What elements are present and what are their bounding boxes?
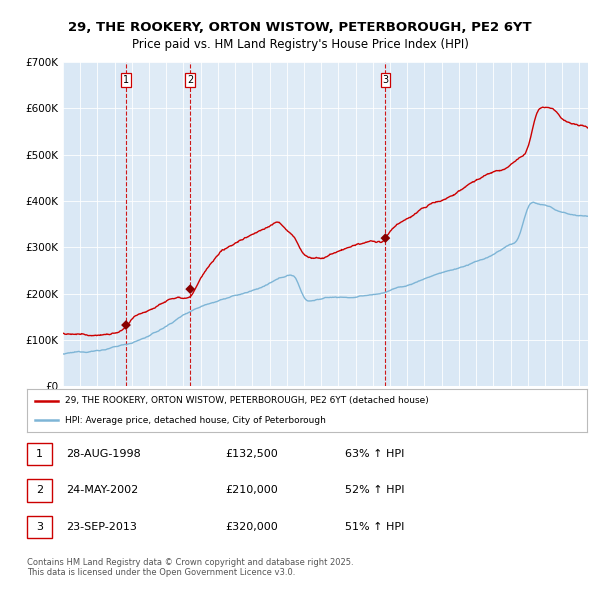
Text: £132,500: £132,500 bbox=[225, 449, 278, 458]
Text: 1: 1 bbox=[123, 75, 129, 85]
Text: 3: 3 bbox=[36, 522, 43, 532]
Text: 51% ↑ HPI: 51% ↑ HPI bbox=[345, 522, 404, 532]
Text: 3: 3 bbox=[382, 75, 388, 85]
Point bbox=[380, 234, 390, 243]
Bar bbox=[126, 62, 190, 386]
Text: 52% ↑ HPI: 52% ↑ HPI bbox=[345, 486, 404, 495]
Text: Contains HM Land Registry data © Crown copyright and database right 2025.
This d: Contains HM Land Registry data © Crown c… bbox=[27, 558, 353, 577]
Bar bbox=[190, 62, 385, 386]
Text: £320,000: £320,000 bbox=[225, 522, 278, 532]
Text: 24-MAY-2002: 24-MAY-2002 bbox=[66, 486, 138, 495]
Text: 28-AUG-1998: 28-AUG-1998 bbox=[66, 449, 141, 458]
Text: 1: 1 bbox=[36, 449, 43, 458]
Text: Price paid vs. HM Land Registry's House Price Index (HPI): Price paid vs. HM Land Registry's House … bbox=[131, 38, 469, 51]
Point bbox=[121, 320, 131, 330]
Text: 63% ↑ HPI: 63% ↑ HPI bbox=[345, 449, 404, 458]
Text: 2: 2 bbox=[187, 75, 193, 85]
Text: 23-SEP-2013: 23-SEP-2013 bbox=[66, 522, 137, 532]
Text: 29, THE ROOKERY, ORTON WISTOW, PETERBOROUGH, PE2 6YT (detached house): 29, THE ROOKERY, ORTON WISTOW, PETERBORO… bbox=[65, 396, 429, 405]
Text: £210,000: £210,000 bbox=[225, 486, 278, 495]
Text: HPI: Average price, detached house, City of Peterborough: HPI: Average price, detached house, City… bbox=[65, 416, 326, 425]
Point bbox=[185, 284, 195, 294]
Text: 29, THE ROOKERY, ORTON WISTOW, PETERBOROUGH, PE2 6YT: 29, THE ROOKERY, ORTON WISTOW, PETERBORO… bbox=[68, 21, 532, 34]
Text: 2: 2 bbox=[36, 486, 43, 495]
